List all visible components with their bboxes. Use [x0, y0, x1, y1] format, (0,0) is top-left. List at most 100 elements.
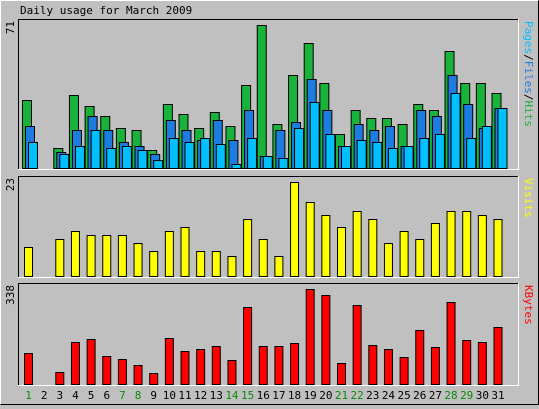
bar-visits-day-29 — [462, 211, 472, 277]
bar-visits-day-5 — [86, 235, 96, 277]
x-tick-label-day-23: 23 — [366, 389, 379, 402]
bar-visits-day-9 — [149, 251, 159, 277]
bar-pages-day-11 — [184, 142, 195, 169]
x-tick-label-day-26: 26 — [413, 389, 426, 402]
bar-visits-day-19 — [305, 202, 315, 277]
bar-kbytes-day-16 — [258, 346, 268, 385]
bar-visits-day-15 — [243, 219, 253, 277]
x-tick-label-day-1: 1 — [25, 389, 32, 402]
bar-visits-day-10 — [164, 231, 174, 277]
x-tick-label-day-22: 22 — [351, 389, 364, 402]
bar-visits-day-8 — [133, 243, 143, 277]
bar-visits-day-22 — [352, 211, 362, 277]
bar-pages-day-21 — [341, 146, 351, 169]
bar-pages-day-30 — [481, 126, 492, 169]
legend-label-visits: Visits — [522, 178, 535, 218]
bar-kbytes-day-4 — [70, 342, 80, 385]
bar-pages-day-28 — [450, 93, 461, 169]
bar-kbytes-day-23 — [368, 345, 378, 385]
x-tick-label-day-19: 19 — [304, 389, 317, 402]
bar-kbytes-day-21 — [337, 363, 346, 385]
legend-part: / — [522, 94, 535, 101]
bar-pages-day-10 — [168, 138, 179, 169]
panel-kbytes: 338 KBytes — [4, 283, 535, 386]
x-tick-label-day-15: 15 — [241, 389, 254, 402]
x-axis-labels: 1 2 3 4 5 6 7 8 9 10 11 12 13 14 15 16 17 18 19 20 21 22 23 24 2… — [25, 389, 504, 402]
bar-kbytes-day-22 — [352, 305, 362, 385]
x-tick-label-day-21: 21 — [335, 389, 348, 402]
bar-visits-day-25 — [399, 231, 409, 277]
bar-visits-day-7 — [117, 235, 127, 277]
bar-visits-day-16 — [258, 239, 268, 277]
bar-pages-day-23 — [372, 142, 383, 169]
bar-visits-day-3 — [55, 239, 65, 277]
bar-visits-day-12 — [196, 251, 206, 277]
bar-kbytes-day-25 — [399, 357, 409, 385]
bar-pages-day-15 — [247, 138, 258, 169]
x-tick-label-day-30: 30 — [476, 389, 489, 402]
bar-pages-day-20 — [325, 134, 336, 169]
x-tick-label-day-25: 25 — [397, 389, 410, 402]
bar-kbytes-day-7 — [117, 359, 127, 385]
bar-kbytes-day-8 — [133, 365, 143, 385]
bar-pages-day-27 — [434, 134, 445, 169]
bar-pages-day-31 — [497, 108, 508, 169]
bar-visits-day-23 — [368, 219, 378, 277]
bar-visits-day-24 — [383, 243, 393, 277]
x-tick-label-day-10: 10 — [163, 389, 176, 402]
bar-visits-day-30 — [477, 215, 487, 277]
bar-kbytes-day-13 — [211, 346, 221, 385]
y-max-label: 338 — [4, 285, 17, 305]
bar-pages-day-17 — [278, 158, 289, 169]
legend-part: Hits — [522, 101, 535, 128]
bar-pages-day-6 — [106, 148, 117, 169]
bar-visits-day-13 — [211, 251, 221, 277]
bar-visits-day-11 — [180, 227, 190, 277]
bar-pages-day-26 — [419, 138, 430, 169]
legend-part: / — [522, 54, 535, 61]
bar-kbytes-day-9 — [149, 373, 159, 385]
bar-kbytes-day-17 — [274, 346, 284, 385]
x-tick-label-day-13: 13 — [210, 389, 223, 402]
bar-pages-day-22 — [356, 140, 367, 169]
bar-visits-day-17 — [274, 256, 284, 277]
bar-kbytes-day-10 — [164, 338, 174, 385]
x-tick-label-day-17: 17 — [272, 389, 285, 402]
bar-pages-day-18 — [294, 128, 305, 169]
x-tick-label-day-14: 14 — [225, 389, 239, 402]
x-tick-label-day-24: 24 — [382, 389, 396, 402]
bar-pages-day-3 — [59, 154, 70, 169]
bar-kbytes-day-12 — [196, 349, 206, 385]
bar-pages-day-19 — [309, 102, 320, 169]
bar-kbytes-day-19 — [305, 289, 315, 385]
x-tick-label-day-6: 6 — [103, 389, 110, 402]
x-tick-label-day-12: 12 — [194, 389, 207, 402]
x-tick-label-day-29: 29 — [460, 389, 473, 402]
bar-kbytes-day-11 — [180, 351, 190, 385]
bar-kbytes-day-6 — [102, 356, 112, 385]
x-tick-label-day-7: 7 — [119, 389, 126, 402]
bar-pages-day-16 — [262, 156, 273, 169]
bar-visits-day-14 — [227, 256, 237, 277]
bar-kbytes-day-14 — [227, 360, 237, 385]
legend-part: Pages — [522, 21, 535, 54]
bar-kbytes-day-27 — [430, 347, 440, 385]
bar-kbytes-day-15 — [243, 307, 253, 385]
bar-visits-day-26 — [415, 239, 425, 277]
bar-pages-day-9 — [153, 160, 164, 169]
bar-visits-day-28 — [446, 211, 456, 277]
legend-part: Visits — [522, 178, 535, 218]
bar-kbytes-day-18 — [290, 343, 300, 385]
bar-pages-day-5 — [90, 130, 101, 169]
bar-kbytes-day-30 — [477, 342, 487, 385]
x-tick-label-day-3: 3 — [56, 389, 63, 402]
panel-hits-files-pages: 71 Pages/Files/Hits — [4, 19, 535, 170]
legend-label-hits-files-pages: Pages/Files/Hits — [522, 21, 535, 127]
bar-kbytes-day-29 — [462, 340, 472, 385]
x-tick-label-day-31: 31 — [491, 389, 504, 402]
bar-pages-day-29 — [466, 138, 477, 169]
legend-label-kbytes: KBytes — [522, 285, 535, 325]
